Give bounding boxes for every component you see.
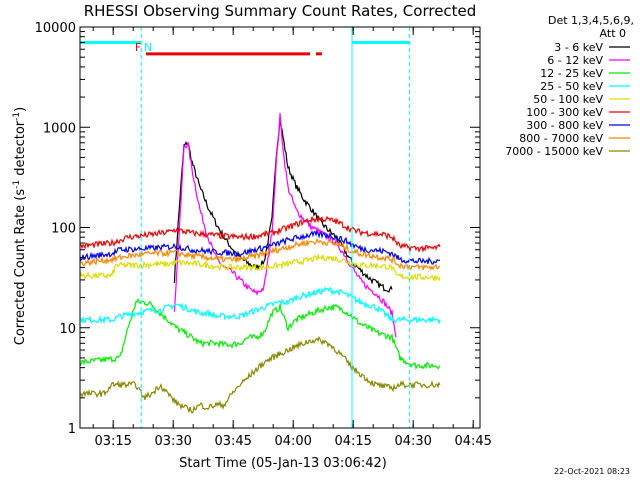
footer-date: 22-Oct-2021 08:23: [554, 467, 630, 476]
legend-header-line1: Det 1,3,4,5,6,9,: [548, 14, 634, 27]
y-tick-label-2: 100: [51, 222, 76, 237]
series-line-0: [173, 118, 393, 293]
series-line-8: [80, 335, 441, 414]
legend-label-8: 7000 - 15000 keV: [505, 145, 603, 158]
plot-area: [80, 27, 441, 428]
series-line-7: [80, 237, 440, 272]
x-tick-label-6: 04:45: [454, 434, 491, 449]
series-line-2: [80, 298, 441, 371]
series-line-3: [80, 286, 441, 325]
x-tick-label-0: 03:15: [94, 434, 131, 449]
legend-label-2: 12 - 25 keV: [540, 67, 603, 80]
legend-label-7: 800 - 7000 keV: [519, 132, 603, 145]
x-tick-label-4: 04:15: [334, 434, 371, 449]
legend-label-3: 25 - 50 keV: [540, 80, 603, 93]
y-tick-label-1: 10: [59, 322, 76, 337]
legend-label-0: 3 - 6 keV: [554, 41, 603, 54]
legend-header-line2: Att 0: [600, 27, 626, 40]
legend-label-5: 100 - 300 keV: [526, 106, 603, 119]
x-tick-label-3: 04:00: [274, 434, 311, 449]
series-line-6: [80, 230, 441, 265]
x-tick-label-5: 04:30: [394, 434, 431, 449]
series-line-4: [80, 252, 441, 283]
legend-label-1: 6 - 12 keV: [547, 54, 603, 67]
y-tick-label-3: 1000: [43, 121, 76, 136]
flag-letter-0: F: [135, 41, 141, 54]
y-axis-label: Corrected Count Rate (s-1 detector-1): [12, 107, 28, 345]
y-tick-label-4: 10000: [35, 21, 76, 36]
x-axis-label: Start Time (05-Jan-13 03:06:42): [179, 456, 387, 471]
y-tick-label-0: 1: [68, 422, 76, 437]
x-tick-label-1: 03:30: [154, 434, 191, 449]
series-line-1: [173, 113, 397, 338]
flag-letter-1: N: [144, 41, 152, 54]
legend-label-4: 50 - 100 keV: [533, 93, 603, 106]
series-line-5: [80, 215, 441, 253]
legend-label-6: 300 - 800 keV: [526, 119, 603, 132]
x-tick-label-2: 03:45: [214, 434, 251, 449]
chart-title: RHESSI Observing Summary Count Rates, Co…: [84, 2, 477, 20]
